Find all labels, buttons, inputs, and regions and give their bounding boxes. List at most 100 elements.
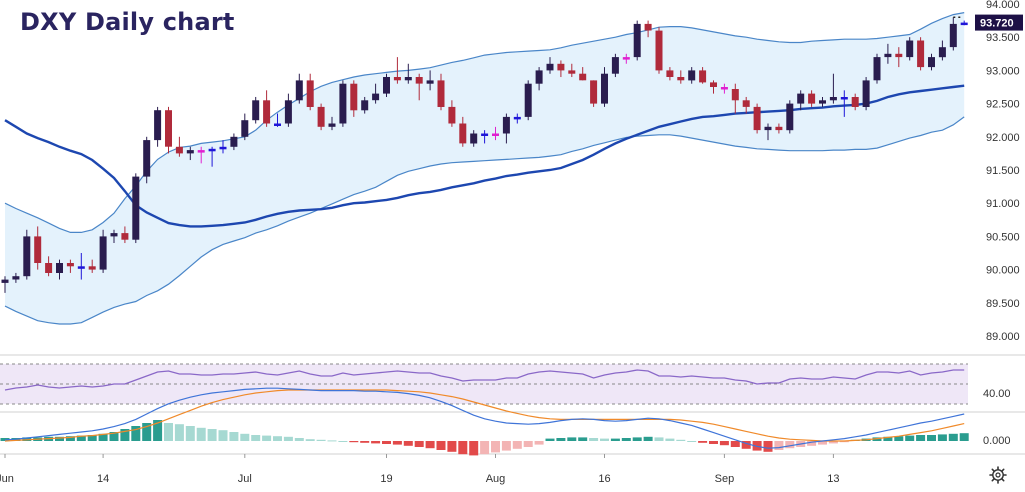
macd-bar	[621, 438, 631, 441]
candle	[557, 60, 565, 78]
candle	[742, 96, 750, 114]
candle-body	[77, 266, 85, 269]
candle	[611, 53, 619, 78]
candle	[143, 136, 151, 184]
chart-title: DXY Daily chart	[20, 8, 235, 36]
candle	[502, 113, 510, 144]
macd-bar	[927, 435, 936, 441]
candle-body	[579, 73, 587, 81]
macd-bar	[676, 439, 686, 441]
candle-body	[230, 136, 238, 147]
candle-body	[263, 100, 271, 124]
macd-bar	[828, 441, 838, 444]
candle-body	[906, 40, 914, 58]
candle	[154, 106, 162, 147]
macd-bar	[818, 441, 827, 445]
candle-body	[284, 100, 292, 124]
x-tick-label: Aug	[486, 473, 506, 485]
candle	[45, 256, 53, 277]
candle	[383, 73, 390, 97]
candle	[775, 123, 783, 134]
candle	[372, 83, 380, 104]
macd-bar	[273, 436, 282, 441]
candle	[753, 103, 761, 134]
candle-body	[568, 70, 576, 74]
candle	[339, 80, 347, 127]
candle	[524, 80, 532, 121]
candle-body	[56, 263, 63, 273]
candle	[829, 73, 837, 104]
macd-bar	[556, 438, 566, 441]
candle-body	[720, 87, 728, 90]
macd-bar	[469, 441, 479, 456]
candle-body	[197, 150, 205, 153]
candle	[731, 83, 739, 114]
candle	[317, 103, 325, 131]
candle-body	[917, 40, 925, 68]
macd-bar	[567, 437, 577, 441]
candle-body	[252, 100, 260, 121]
macd-bar	[164, 423, 173, 441]
candle	[862, 77, 870, 111]
candle	[328, 116, 336, 131]
candle	[208, 146, 216, 167]
macd-signal-line	[4, 389, 965, 442]
macd-bar	[360, 441, 370, 443]
macd-bar	[65, 436, 75, 441]
candle	[132, 173, 140, 244]
candle	[252, 96, 260, 124]
macd-bar	[534, 441, 544, 445]
macd-bar	[589, 438, 599, 441]
candle-body	[742, 100, 750, 107]
rsi-line	[4, 369, 965, 391]
candle-body	[895, 53, 903, 58]
candle	[513, 113, 521, 124]
candle	[12, 272, 20, 283]
macd-bar	[338, 441, 348, 442]
candle-body	[590, 80, 598, 104]
candle-body	[502, 116, 510, 134]
candle	[884, 43, 892, 64]
price-axis: 89.000 89.500 90.000 90.500 91.000 91.500 92.0…	[986, 0, 1020, 343]
candle-body	[808, 93, 816, 104]
macd-bar	[229, 432, 239, 441]
candle	[77, 253, 85, 280]
macd-bar	[120, 429, 130, 441]
candles	[1, 17, 968, 293]
price-tick-label: 89.000	[986, 331, 1020, 343]
price-tick-label: 93.000	[986, 65, 1020, 77]
candle	[928, 53, 935, 71]
x-tick-label: Jun	[0, 473, 14, 485]
candle-body	[622, 57, 630, 60]
macd-bar	[98, 433, 108, 441]
candle	[568, 63, 576, 78]
candle	[666, 67, 674, 81]
x-tick-label: 19	[380, 473, 392, 485]
candle	[393, 57, 401, 84]
candle	[622, 53, 630, 64]
candle-body	[884, 53, 892, 58]
price-tick-label: 90.500	[986, 231, 1020, 243]
candle-body	[677, 77, 685, 81]
candle-body	[535, 70, 543, 84]
macd-bar	[349, 441, 359, 443]
macd-bar	[959, 433, 969, 441]
candle-body	[437, 80, 445, 107]
candle	[88, 259, 96, 273]
macd-bar	[196, 427, 206, 441]
candle	[99, 229, 107, 273]
macd-bar	[916, 435, 926, 441]
candle	[175, 136, 183, 157]
macd-bar	[327, 440, 337, 442]
candle	[764, 123, 772, 141]
candle-body	[655, 30, 663, 71]
x-axis: Jun 14 Jul 19 Aug 16 Sep 13	[0, 454, 840, 485]
price-tick-label: 92.000	[986, 132, 1020, 144]
candle-body	[295, 80, 303, 101]
gear-icon[interactable]	[989, 466, 1007, 484]
candle-body	[186, 150, 194, 154]
rsi-level-label: 40.00	[983, 388, 1011, 400]
candle-body	[154, 110, 162, 141]
price-tick-label: 93.500	[986, 32, 1020, 44]
